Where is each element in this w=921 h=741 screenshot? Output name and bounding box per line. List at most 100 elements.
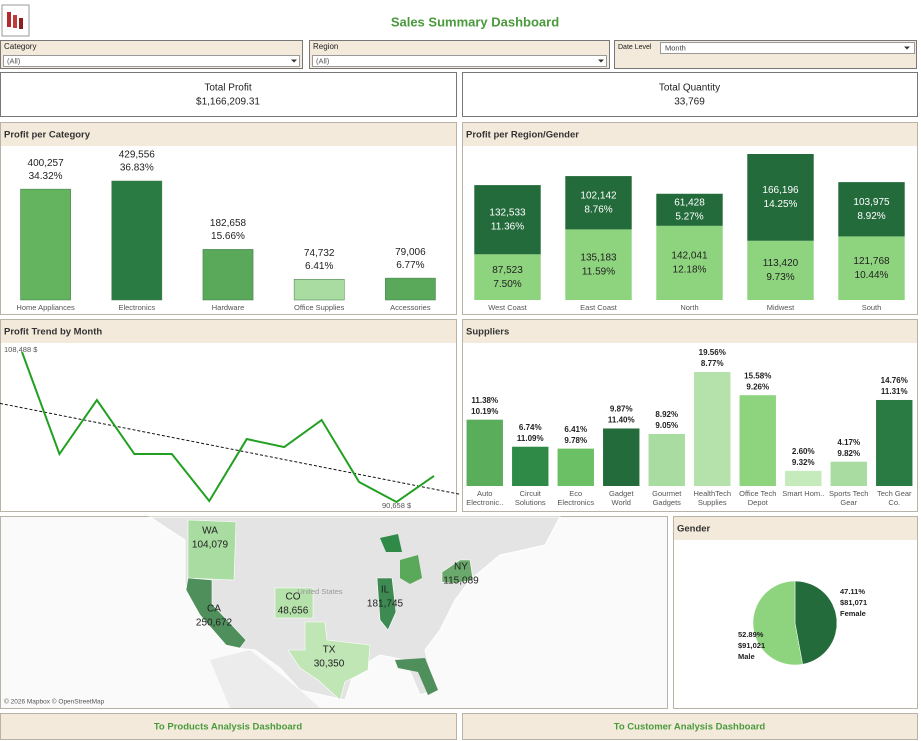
- filter-dropdown[interactable]: [660, 42, 915, 54]
- x-tick-label: Tech Gear Co.: [877, 489, 912, 507]
- filter[interactable]: Category (All): [0, 40, 303, 69]
- x-tick-label: Smart Hom..: [782, 489, 824, 498]
- share-label: 36.83%: [120, 163, 154, 174]
- value-label: 74,732: [304, 248, 335, 259]
- panel-header: [1, 123, 456, 146]
- logo-bar: [13, 15, 17, 28]
- x-tick-label: Eco Electronics: [557, 489, 594, 507]
- value-label: 19.56%: [699, 348, 726, 357]
- bar: [876, 399, 913, 486]
- panel-title: Profit per Category: [4, 130, 91, 141]
- bar: [648, 434, 685, 486]
- x-tick-label: Sports Tech Gear: [829, 489, 869, 507]
- value-label: 166,196: [762, 185, 799, 196]
- dropdown-arrow: [598, 59, 604, 63]
- bar: [202, 249, 254, 301]
- panel-header: [463, 320, 917, 343]
- state-value: 115,089: [443, 576, 479, 587]
- share-label: 10.44%: [855, 270, 889, 281]
- share-label: 15.66%: [211, 231, 245, 242]
- state-code: IL: [381, 585, 390, 596]
- share-label: 11.59%: [582, 266, 615, 277]
- value-label: 121,768: [853, 256, 890, 267]
- map-land: [210, 650, 320, 708]
- share-label: 7.50%: [493, 279, 521, 290]
- kpi-label: Total Quantity: [659, 83, 720, 94]
- value-label: 87,523: [492, 265, 523, 276]
- value-label: 182,658: [210, 218, 247, 229]
- state-value: 250,672: [196, 618, 233, 629]
- share-label: 8.76%: [584, 204, 612, 215]
- panel-header: [674, 517, 917, 540]
- pie-label: Male: [738, 652, 755, 661]
- panel: [0, 319, 457, 512]
- nav-button[interactable]: To Products Analysis Dashboard: [0, 713, 457, 740]
- x-tick-label: Circuit Solutions: [514, 489, 546, 507]
- value-label: 103,975: [853, 197, 890, 208]
- nav-button-box[interactable]: [462, 713, 918, 740]
- value-label: 14.76%: [881, 376, 908, 385]
- map-region: [380, 534, 402, 552]
- share-label: 6.77%: [396, 260, 424, 271]
- pie-label: $81,071: [840, 598, 867, 607]
- value-label: 102,142: [580, 190, 617, 201]
- nav-button-label[interactable]: To Products Analysis Dashboard: [154, 722, 303, 733]
- kpi-label: Total Profit: [204, 83, 251, 94]
- state-value: 48,656: [278, 606, 309, 617]
- logo: [1, 4, 30, 37]
- value-label: 429,556: [119, 150, 156, 161]
- filter-dropdown[interactable]: [312, 55, 607, 67]
- share-label: 6.41%: [305, 261, 333, 272]
- share-label: 34.32%: [29, 171, 63, 182]
- bar-segment: [474, 254, 541, 300]
- country-label: United States: [297, 587, 342, 596]
- x-tick-label: Accessories: [390, 303, 431, 312]
- panel-title: Profit Trend by Month: [4, 327, 102, 338]
- value-label: 4.17%: [837, 438, 860, 447]
- pie-slice: [752, 580, 803, 666]
- filter-value: Month: [665, 43, 686, 52]
- state-code: TX: [323, 645, 336, 656]
- panel-title: Gender: [677, 524, 711, 535]
- bar-segment: [656, 193, 723, 226]
- x-tick-label: Auto Electronic..: [466, 489, 504, 507]
- map-state[interactable]: [185, 577, 247, 649]
- pie-label: 52.89%: [738, 630, 764, 639]
- logo-bar: [7, 12, 11, 27]
- map-state[interactable]: [287, 621, 371, 701]
- x-tick-label: Sports Tech Gear: [829, 489, 869, 507]
- map-state[interactable]: [274, 587, 314, 619]
- x-tick-label: Gourmet Gadgets: [652, 489, 682, 507]
- pie-label: $91,021: [738, 641, 765, 650]
- panel: [0, 122, 457, 315]
- pie-slice: [794, 580, 838, 665]
- kpi-value: 33,769: [674, 97, 705, 108]
- state-code: CO: [286, 592, 301, 603]
- nav-button-box[interactable]: [0, 713, 457, 740]
- filter[interactable]: Region (All): [309, 40, 610, 69]
- value-label: 90,658 $: [382, 501, 412, 510]
- x-tick-label: West Coast: [488, 303, 528, 312]
- kpi-card: [462, 72, 918, 117]
- bar-segment: [565, 176, 632, 230]
- map-state[interactable]: [187, 519, 237, 581]
- nav-button-label[interactable]: To Customer Analysis Dashboard: [614, 722, 766, 733]
- filter[interactable]: Date Level Month: [614, 40, 917, 69]
- state-code: CA: [207, 604, 221, 615]
- x-tick-label: South: [862, 303, 882, 312]
- map-state[interactable]: [376, 577, 397, 631]
- share-label: 12.18%: [673, 265, 707, 276]
- map-state[interactable]: [441, 559, 474, 584]
- value-label: 8.92%: [655, 410, 678, 419]
- bar-segment: [838, 236, 905, 300]
- nav-button[interactable]: To Customer Analysis Dashboard: [462, 713, 918, 740]
- bar: [293, 279, 345, 301]
- bar: [603, 428, 640, 486]
- bar: [20, 188, 71, 301]
- x-tick-label: Office Supplies: [294, 303, 345, 312]
- x-tick-label: Circuit Solutions: [514, 489, 546, 507]
- share-label: 11.36%: [491, 221, 524, 232]
- share-label: 9.73%: [766, 272, 794, 283]
- share-label: 14.25%: [764, 199, 798, 210]
- filter-dropdown[interactable]: [3, 55, 300, 67]
